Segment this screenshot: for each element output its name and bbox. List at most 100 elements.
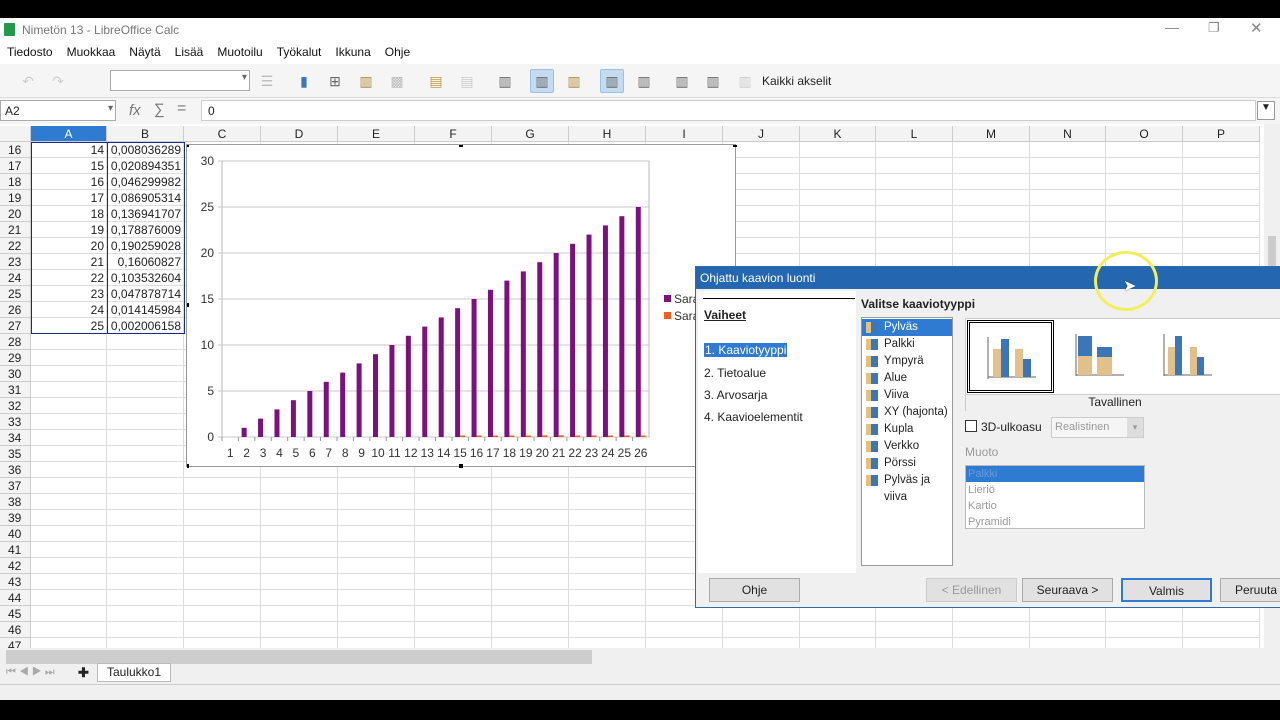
column-header-f[interactable]: F (415, 126, 492, 142)
menu-ohje[interactable]: Ohje (384, 45, 411, 59)
row-header[interactable]: 46 (0, 622, 31, 638)
row-header[interactable]: 35 (0, 446, 31, 462)
cell[interactable] (876, 606, 953, 622)
cell[interactable] (800, 190, 876, 206)
cell[interactable] (1030, 622, 1106, 638)
cell[interactable] (261, 526, 338, 542)
row-header[interactable]: 42 (0, 558, 31, 574)
cancel-button[interactable]: Peruuta (1220, 578, 1280, 602)
menu-tyokalut[interactable]: Työkalut (276, 45, 322, 59)
next-button[interactable]: Seuraava > (1022, 578, 1113, 602)
cell[interactable] (569, 494, 646, 510)
cell[interactable] (261, 542, 338, 558)
chart-type-item[interactable]: Ympyrä (862, 353, 952, 370)
cell[interactable] (415, 478, 492, 494)
chart-type-icon[interactable]: ▮ (300, 72, 308, 89)
chart-type-item[interactable]: Palkki (862, 336, 952, 353)
cell[interactable] (569, 638, 646, 648)
cell[interactable] (1030, 638, 1106, 648)
cell[interactable] (1106, 622, 1183, 638)
cell[interactable] (31, 510, 107, 526)
row-header[interactable]: 21 (0, 222, 31, 238)
column-header-i[interactable]: I (646, 126, 723, 142)
cell[interactable] (184, 622, 261, 638)
row-header[interactable]: 28 (0, 334, 31, 350)
cell[interactable] (31, 414, 107, 430)
column-header-p[interactable]: P (1183, 126, 1260, 142)
cell[interactable] (800, 158, 876, 174)
cell[interactable] (646, 606, 723, 622)
chart-wall-icon[interactable]: ▥ (498, 72, 512, 89)
column-header-k[interactable]: K (800, 126, 876, 142)
cell[interactable] (492, 574, 569, 590)
vertical-grids-icon[interactable]: ▥ (359, 72, 373, 89)
cell[interactable]: 0,020894351 (107, 158, 184, 174)
cell[interactable] (1106, 206, 1183, 222)
cell[interactable] (338, 574, 415, 590)
row-header[interactable]: 22 (0, 238, 31, 254)
cell[interactable] (1030, 606, 1106, 622)
cell[interactable]: 0,046299982 (107, 174, 184, 190)
cell[interactable] (492, 510, 569, 526)
cell[interactable]: 22 (31, 270, 107, 286)
cell[interactable] (338, 606, 415, 622)
cell[interactable] (569, 622, 646, 638)
cell[interactable] (31, 462, 107, 478)
cell[interactable]: 19 (31, 222, 107, 238)
cell[interactable] (107, 510, 184, 526)
cell[interactable] (107, 462, 184, 478)
menu-nayta[interactable]: Näytä (129, 45, 161, 59)
cell[interactable] (569, 558, 646, 574)
step-2[interactable]: 2. Tietoalue (704, 366, 767, 380)
row-header[interactable]: 20 (0, 206, 31, 222)
cell[interactable] (492, 638, 569, 648)
row-header[interactable]: 16 (0, 142, 31, 158)
cell[interactable] (261, 462, 338, 478)
cell[interactable] (876, 638, 953, 648)
cell[interactable] (953, 190, 1030, 206)
cell[interactable] (1106, 222, 1183, 238)
menu-muokkaa[interactable]: Muokkaa (66, 45, 116, 59)
all-axes-icon[interactable]: ▥ (738, 72, 752, 89)
row-header[interactable]: 26 (0, 302, 31, 318)
cell[interactable] (107, 622, 184, 638)
cell[interactable] (107, 638, 184, 648)
menu-ikkuna[interactable]: Ikkuna (335, 45, 371, 59)
redo-icon[interactable]: ↷ (52, 72, 64, 89)
cell[interactable] (31, 622, 107, 638)
cell[interactable] (723, 622, 800, 638)
legend-on-off-icon[interactable]: ▥ (600, 69, 624, 93)
all-axes-button[interactable]: Kaikki akselit (762, 74, 832, 88)
cell[interactable] (415, 590, 492, 606)
cell[interactable] (261, 638, 338, 648)
row-header[interactable]: 38 (0, 494, 31, 510)
cell[interactable] (338, 542, 415, 558)
cell[interactable] (338, 478, 415, 494)
cell[interactable] (723, 190, 800, 206)
column-header-a[interactable]: A (31, 126, 107, 142)
cell[interactable] (492, 606, 569, 622)
cell[interactable] (415, 542, 492, 558)
undo-icon[interactable]: ↶ (22, 72, 34, 89)
cell[interactable] (1106, 142, 1183, 158)
cell[interactable] (492, 542, 569, 558)
row-header[interactable]: 19 (0, 190, 31, 206)
cell[interactable] (107, 542, 184, 558)
cell[interactable] (107, 446, 184, 462)
chart-type-list[interactable]: Pylväs Palkki Ympyrä Alue Viiva XY (hajonta) K… (861, 317, 953, 566)
cell[interactable] (876, 158, 953, 174)
chart-type-item[interactable]: XY (hajonta) (862, 404, 952, 421)
sheet-tab-taulukko1[interactable]: Taulukko1 (97, 663, 171, 682)
cell[interactable] (953, 158, 1030, 174)
cell[interactable]: 0,103532604 (107, 270, 184, 286)
expand-formula-button[interactable]: ▼ (1257, 101, 1275, 120)
cell[interactable] (1030, 190, 1106, 206)
cell[interactable] (800, 638, 876, 648)
row-header[interactable]: 27 (0, 318, 31, 334)
row-header[interactable]: 45 (0, 606, 31, 622)
cell[interactable] (876, 174, 953, 190)
cell[interactable] (415, 510, 492, 526)
cell[interactable] (1106, 158, 1183, 174)
cell[interactable] (569, 542, 646, 558)
row-header[interactable]: 36 (0, 462, 31, 478)
